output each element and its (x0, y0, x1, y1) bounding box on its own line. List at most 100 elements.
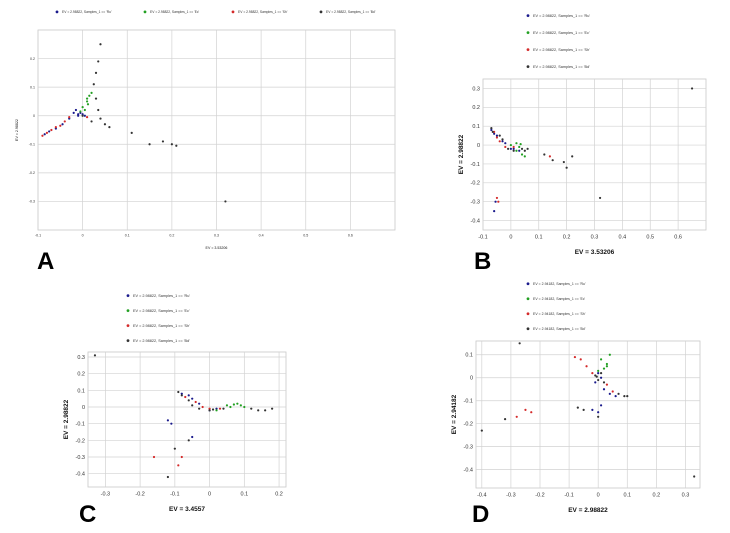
y-tick-label: 0 (82, 405, 85, 411)
data-point (90, 91, 93, 94)
data-point (93, 354, 97, 357)
data-point (222, 407, 225, 410)
x-tick-label: 0 (509, 235, 512, 241)
legend-entry: EV = 2.94182, Samples_1 == 'Ru' (533, 282, 586, 286)
data-point (170, 422, 173, 425)
data-point (608, 353, 611, 356)
x-axis-label: EV = 3.53206 (206, 246, 228, 250)
data-point (208, 407, 211, 410)
data-point (548, 155, 552, 158)
x-tick-label: 0.3 (682, 493, 690, 499)
data-point (184, 395, 187, 399)
plot-frame (87, 351, 287, 488)
legend-entry: EV = 2.98822, Samples_1 == 'Bd' (533, 65, 590, 69)
y-tick-label: -0.4 (76, 472, 85, 478)
data-point (523, 155, 526, 158)
data-point (161, 140, 165, 143)
data-point (41, 134, 44, 137)
data-point (501, 140, 504, 143)
data-point (166, 419, 169, 422)
x-tick-label: -0.3 (101, 492, 110, 498)
x-tick-label: -0.1 (478, 235, 487, 241)
legend-marker (126, 294, 130, 298)
data-point (74, 108, 78, 112)
data-point (59, 124, 62, 127)
data-point (271, 407, 274, 410)
data-point (490, 128, 493, 132)
x-tick-label: 0.2 (653, 493, 661, 499)
data-point (493, 132, 496, 135)
data-point (218, 407, 222, 410)
data-point (515, 149, 518, 152)
data-point (562, 160, 565, 164)
data-point (591, 372, 594, 375)
data-point (573, 355, 577, 359)
x-tick-label: 0.5 (646, 235, 654, 241)
data-point (497, 200, 500, 203)
data-point (512, 147, 515, 150)
data-point (99, 43, 102, 46)
x-tick-label: 0 (82, 234, 84, 238)
y-tick-label: -0.2 (464, 422, 473, 428)
data-point (605, 383, 609, 386)
data-point (597, 378, 600, 382)
data-point (614, 395, 617, 398)
data-point (250, 407, 253, 410)
data-point (191, 397, 194, 400)
data-point (97, 60, 100, 63)
data-point (504, 142, 507, 145)
x-tick-label: 0.4 (619, 235, 627, 241)
data-point (509, 143, 512, 147)
data-point (597, 415, 600, 418)
data-point (180, 394, 183, 397)
data-point (79, 110, 82, 113)
data-point (611, 390, 614, 393)
legend-entry: EV = 2.98822, Samples_1 == 'Sh' (238, 10, 288, 14)
legend-marker (526, 297, 530, 301)
legend-entry: EV = 2.98822, Samples_1 == 'Ru' (533, 14, 590, 18)
data-point (85, 116, 89, 119)
data-point (579, 358, 582, 361)
legend-marker (526, 65, 530, 69)
data-point (77, 113, 80, 116)
data-point (50, 128, 53, 132)
legend-marker (126, 339, 130, 343)
x-axis-label: EV = 3.4557 (169, 506, 205, 513)
data-point (551, 159, 554, 162)
panel-letter-b: B (474, 248, 492, 275)
x-tick-label: 0 (597, 493, 600, 499)
legend-marker (526, 327, 530, 331)
data-point (503, 417, 507, 421)
data-point (599, 372, 603, 375)
data-point (81, 114, 84, 117)
chart-panel-b: -0.1 0 0.1 0.2 0.3 0.4 0.5 0.6 0.3 0.2 0.1 0 -0.1 -0.… (458, 14, 707, 256)
legend-entry: EV = 2.94182, Samples_1 == 'Bd' (533, 327, 586, 331)
legend-entry: EV = 2.98822, Samples_1 == 'Sh' (133, 324, 190, 328)
data-point (509, 147, 512, 150)
data-point (523, 149, 526, 152)
data-point (524, 408, 527, 412)
y-tick-label: -0.2 (76, 438, 85, 444)
data-point (264, 409, 267, 412)
data-point (187, 394, 190, 397)
data-point (501, 138, 504, 141)
legend-marker (319, 10, 323, 14)
x-tick-label: -0.1 (564, 493, 573, 499)
y-tick-label: 0.3 (77, 355, 85, 361)
data-point (518, 149, 521, 152)
legend-marker (526, 31, 530, 35)
data-point (594, 381, 597, 384)
data-point (480, 429, 483, 432)
data-point (605, 365, 609, 368)
data-point (201, 405, 204, 409)
x-tick-label: 0.2 (169, 234, 174, 238)
x-tick-label: -0.1 (170, 492, 179, 498)
y-tick-label: -0.2 (471, 181, 480, 187)
data-point (173, 447, 176, 450)
y-tick-label: -0.3 (29, 200, 35, 204)
y-tick-label: 0.1 (77, 388, 85, 394)
x-tick-label: 0.1 (535, 235, 543, 241)
data-point (152, 455, 156, 459)
data-point (180, 392, 183, 395)
y-tick-label: -0.3 (76, 455, 85, 461)
